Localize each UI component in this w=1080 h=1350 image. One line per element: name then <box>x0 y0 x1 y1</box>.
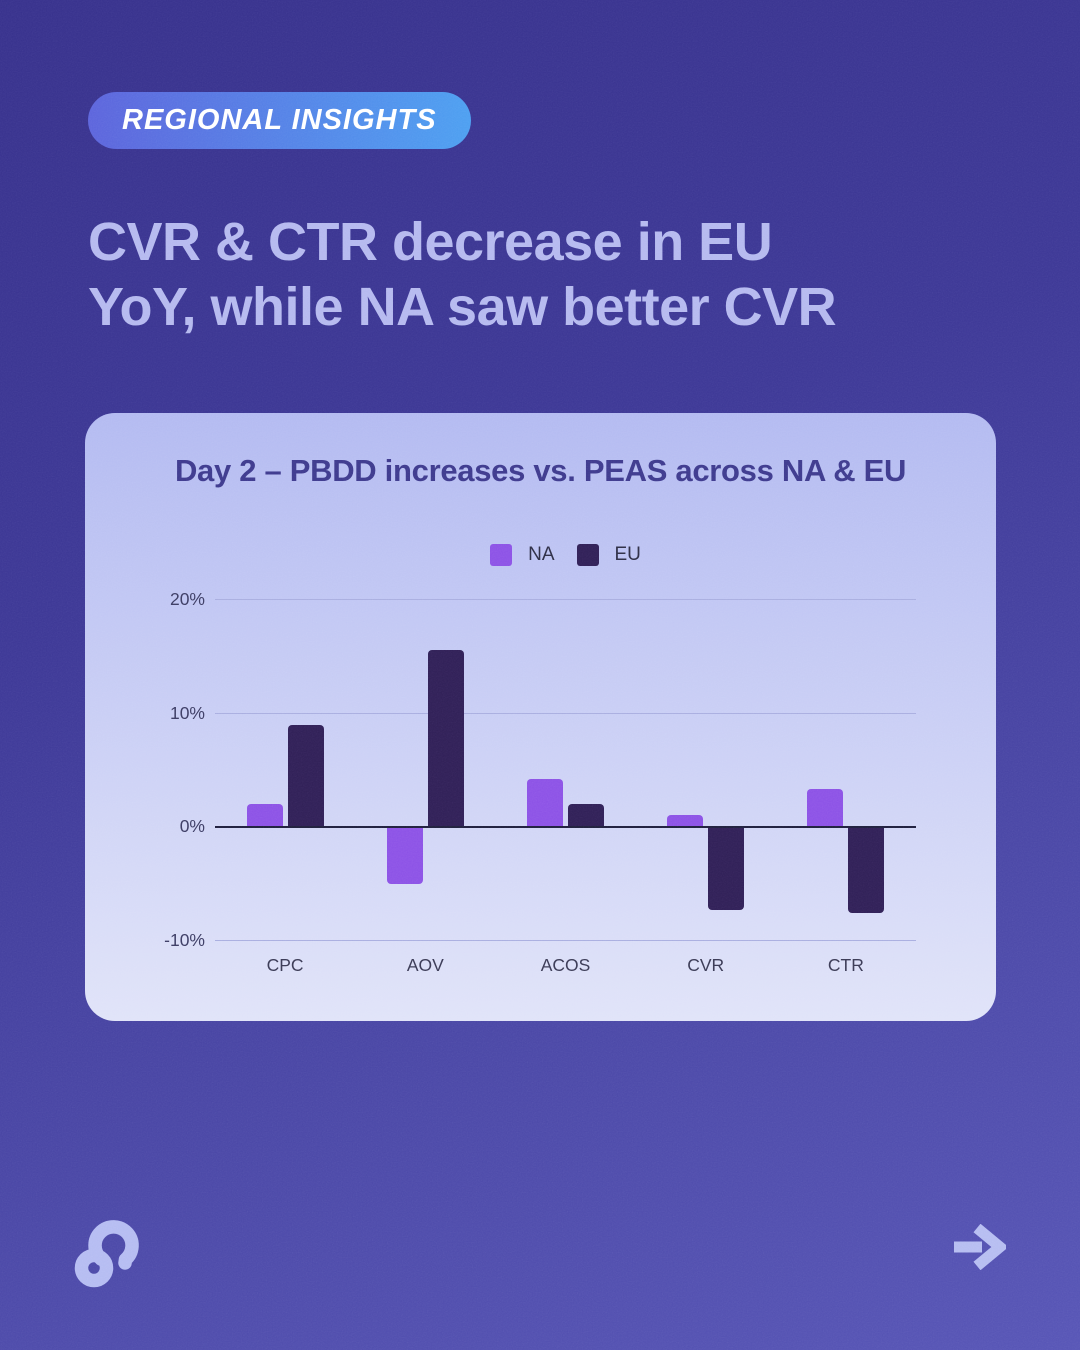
x-axis-label-cvr: CVR <box>687 955 725 975</box>
y-axis-tick-20pct: 20% <box>169 589 205 609</box>
gridline-20pct <box>215 599 916 600</box>
chart-card: Day 2 – PBDD increases vs. PEAS across N… <box>85 413 996 1021</box>
bar-eu-aov <box>427 650 464 827</box>
arrow-right-icon[interactable] <box>952 1223 1009 1275</box>
gridline-0pct <box>215 826 916 829</box>
bar-na-acos <box>527 778 563 827</box>
x-axis-label-cpc: CPC <box>266 955 304 975</box>
bar-na-cvr <box>667 815 704 827</box>
regional-insights-badge: REGIONAL INSIGHTS <box>88 92 471 149</box>
x-axis-label-aov: AOV <box>406 955 444 975</box>
page-title-line1: CVR & CTR decrease in EU <box>88 212 773 272</box>
x-axis-label-acos: ACOS <box>540 955 591 975</box>
bar-na-cpc <box>246 803 283 827</box>
bar-eu-cpc <box>287 725 324 827</box>
y-axis-tick-0pct: 0% <box>179 816 205 837</box>
bar-na-aov <box>386 827 423 885</box>
y-axis-tick--10pct: -10% <box>164 930 205 951</box>
bar-eu-cvr <box>708 827 745 911</box>
loop-p-logo-icon <box>73 1214 143 1293</box>
y-axis-tick-10pct: 10% <box>169 702 205 723</box>
page-title-line2: YoY, while NA saw better CVR <box>88 277 837 337</box>
bar-na-ctr <box>807 788 844 827</box>
gridline-10pct <box>215 712 916 714</box>
bar-eu-ctr <box>848 827 885 913</box>
page-title: CVR & CTR decrease in EU YoY, while NA s… <box>88 210 1028 340</box>
plot-area: 20% 10% 0% -10% CPC AOV ACOS CVR CTR <box>85 413 996 1021</box>
bar-eu-acos <box>568 803 604 827</box>
gridline--10pct <box>215 940 916 942</box>
badge-label: REGIONAL INSIGHTS <box>122 104 437 136</box>
x-axis-label-ctr: CTR <box>827 955 864 975</box>
